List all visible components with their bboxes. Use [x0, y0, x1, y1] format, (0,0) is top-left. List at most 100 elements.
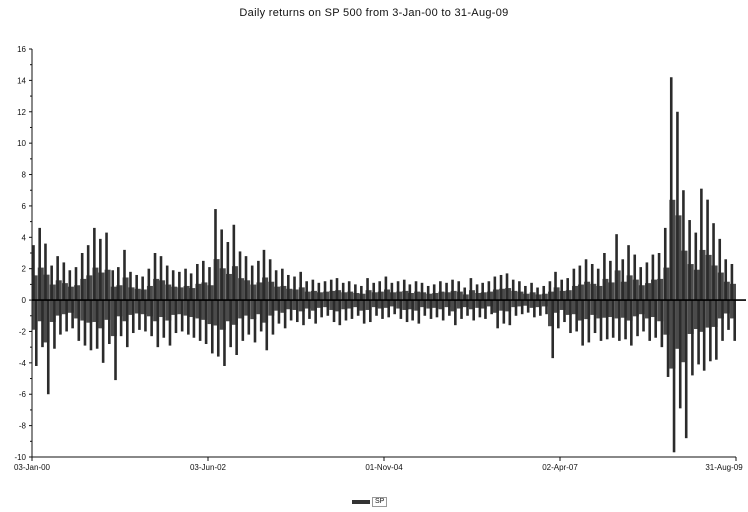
bar-down	[666, 300, 670, 377]
bar-up	[165, 265, 169, 301]
bar-up	[335, 278, 339, 301]
bar-down	[575, 300, 578, 332]
bar-up	[317, 282, 321, 301]
bar-up	[706, 199, 709, 301]
bar-up	[615, 234, 618, 301]
bar-up	[62, 262, 66, 301]
bar-up	[220, 229, 223, 301]
bar-band	[231, 266, 238, 325]
bar-down	[259, 300, 263, 332]
y-tick-label: -10	[14, 453, 26, 462]
x-tick-label: 02-Apr-07	[542, 463, 578, 472]
bar-up	[153, 253, 157, 301]
bar-up	[202, 260, 205, 301]
bar-up	[311, 279, 315, 301]
axes: -10 -8 -6 -4 -2 0 2 4 6 8 10 12 14 16 03-Jan-00 03-Jun-…	[14, 45, 743, 472]
bar-down	[654, 300, 657, 338]
y-tick-label: -4	[19, 359, 27, 368]
bar-band	[596, 285, 603, 319]
bar-up	[499, 274, 503, 301]
bar-down	[308, 300, 311, 319]
y-tick-label: 2	[22, 265, 27, 274]
bar-up	[299, 271, 302, 301]
bar-band	[699, 249, 706, 332]
bar-down	[119, 300, 123, 337]
y-tick-label: 16	[17, 45, 26, 54]
bar-up	[105, 232, 108, 301]
legend-swatch	[352, 500, 370, 504]
bar-up	[603, 253, 606, 301]
bar-band	[207, 285, 214, 325]
bar-down	[642, 300, 645, 332]
bar-band	[195, 283, 202, 319]
bar-band	[286, 288, 293, 310]
bar-down	[618, 300, 621, 341]
bar-up	[590, 263, 594, 301]
bar-down	[138, 300, 141, 330]
bar-band	[614, 270, 621, 319]
bar-down	[660, 300, 664, 348]
bar-up	[505, 273, 509, 301]
bar-up	[657, 253, 661, 301]
bar-down	[381, 300, 384, 319]
bar-band	[730, 283, 736, 319]
bar-band	[626, 275, 633, 321]
bar-down	[77, 300, 81, 341]
bar-down	[192, 300, 196, 338]
bar-up	[633, 254, 637, 301]
bar-up	[445, 282, 448, 301]
y-tick-label: 0	[22, 296, 27, 305]
bar-band	[238, 278, 245, 319]
bar-up	[129, 271, 132, 301]
bar-band	[669, 199, 676, 369]
bar-up	[530, 282, 533, 301]
bar-down	[539, 300, 542, 316]
bar-up	[663, 227, 667, 301]
bar-band	[49, 284, 56, 322]
bar-up	[305, 281, 308, 301]
bar-down	[691, 300, 694, 376]
bar-down	[496, 300, 499, 329]
bar-down	[95, 300, 99, 349]
bar-down	[46, 300, 50, 395]
bar-band	[426, 293, 433, 309]
bar-down	[265, 300, 269, 351]
bar-up	[226, 242, 230, 301]
bar-up	[414, 281, 418, 301]
bar-band	[244, 280, 251, 316]
bar-band	[650, 279, 657, 318]
bar-up	[548, 281, 552, 301]
return-bars	[31, 77, 737, 453]
y-tick-label: -2	[19, 327, 27, 336]
bar-down	[611, 300, 615, 338]
bar-up	[609, 260, 612, 301]
bar-down	[144, 300, 147, 332]
bar-up	[572, 268, 576, 301]
bar-up	[688, 220, 691, 301]
bar-up	[323, 281, 327, 301]
bar-up	[578, 265, 582, 301]
bar-up	[676, 111, 679, 301]
bar-band	[711, 265, 718, 327]
bar-up	[354, 284, 357, 301]
bar-up	[596, 268, 600, 301]
bar-down	[277, 300, 281, 324]
bar-down	[156, 300, 160, 348]
bar-down	[581, 300, 584, 346]
bar-down	[302, 300, 305, 326]
bar-band	[165, 284, 172, 321]
bar-up	[645, 262, 649, 301]
bar-up	[694, 232, 698, 301]
bar-down	[484, 300, 487, 319]
bar-up	[99, 238, 102, 301]
bar-band	[134, 288, 141, 314]
bar-band	[201, 282, 208, 320]
bar-down	[441, 300, 445, 321]
bar-band	[675, 215, 682, 349]
bar-down	[41, 300, 44, 348]
bar-down	[454, 300, 457, 326]
bar-up	[32, 245, 35, 301]
bar-down	[332, 300, 336, 323]
bar-down	[520, 300, 524, 315]
bar-up	[147, 268, 151, 301]
